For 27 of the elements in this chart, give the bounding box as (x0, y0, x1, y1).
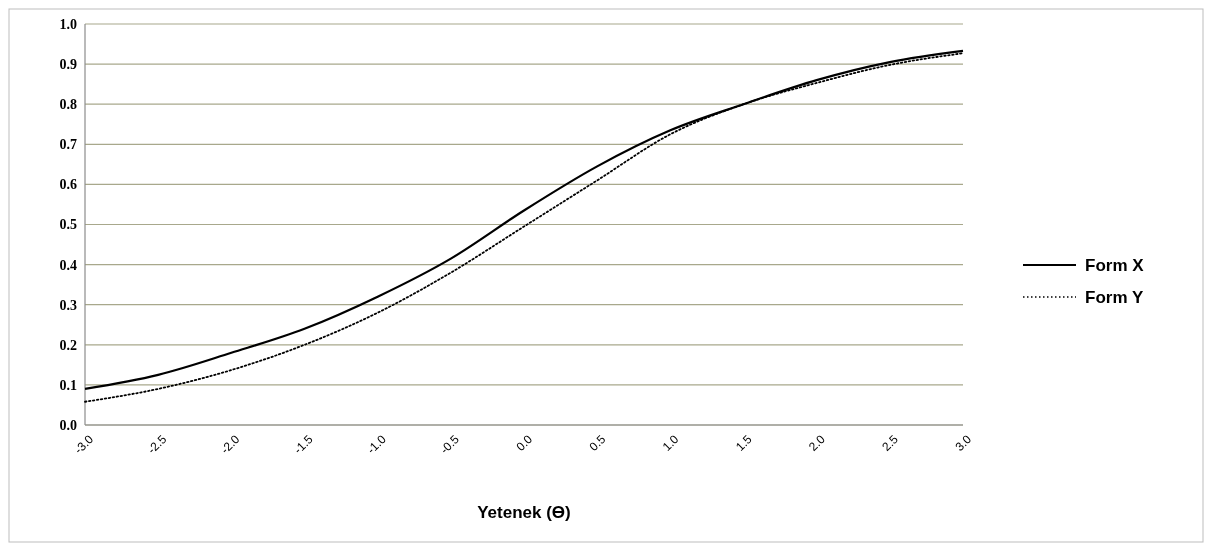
x-tick-label: 1.0 (659, 431, 682, 454)
y-tick-label: 0.5 (59, 217, 77, 233)
y-tick-label: 0.9 (59, 57, 77, 72)
legend-label: Form X (1085, 255, 1145, 275)
x-tick-label: 1.5 (732, 431, 755, 454)
y-tick-label: 0.3 (59, 297, 77, 313)
y-tick-label: 0.0 (59, 417, 77, 433)
y-tick-label: 0.2 (59, 337, 77, 353)
y-tick-label: 1.0 (59, 16, 77, 32)
x-axis-title: Yetenek (ϴ) (477, 503, 571, 522)
x-tick-label: 2.0 (806, 431, 828, 454)
x-tick-label: -2.0 (217, 431, 243, 457)
x-tick-label: -2.5 (144, 431, 170, 457)
x-tick-label: 0.0 (513, 431, 536, 454)
x-tick-label: -1.5 (291, 431, 316, 457)
y-tick-label: 0.6 (59, 177, 77, 193)
y-tick-label: 0.7 (59, 137, 77, 153)
y-tick-label: 0.1 (59, 377, 77, 393)
y-tick-label: 0.8 (59, 97, 77, 113)
x-tick-label: 2.5 (879, 431, 902, 454)
y-tick-label: 0.4 (59, 257, 77, 273)
x-tick-label: 0.5 (586, 431, 609, 454)
x-tick-label: -3.0 (71, 431, 97, 457)
x-tick-label: -0.5 (437, 431, 463, 457)
x-tick-label: 3.0 (952, 431, 975, 454)
legend-label: Form Y (1085, 287, 1144, 307)
x-tick-label: -1.0 (364, 431, 389, 457)
